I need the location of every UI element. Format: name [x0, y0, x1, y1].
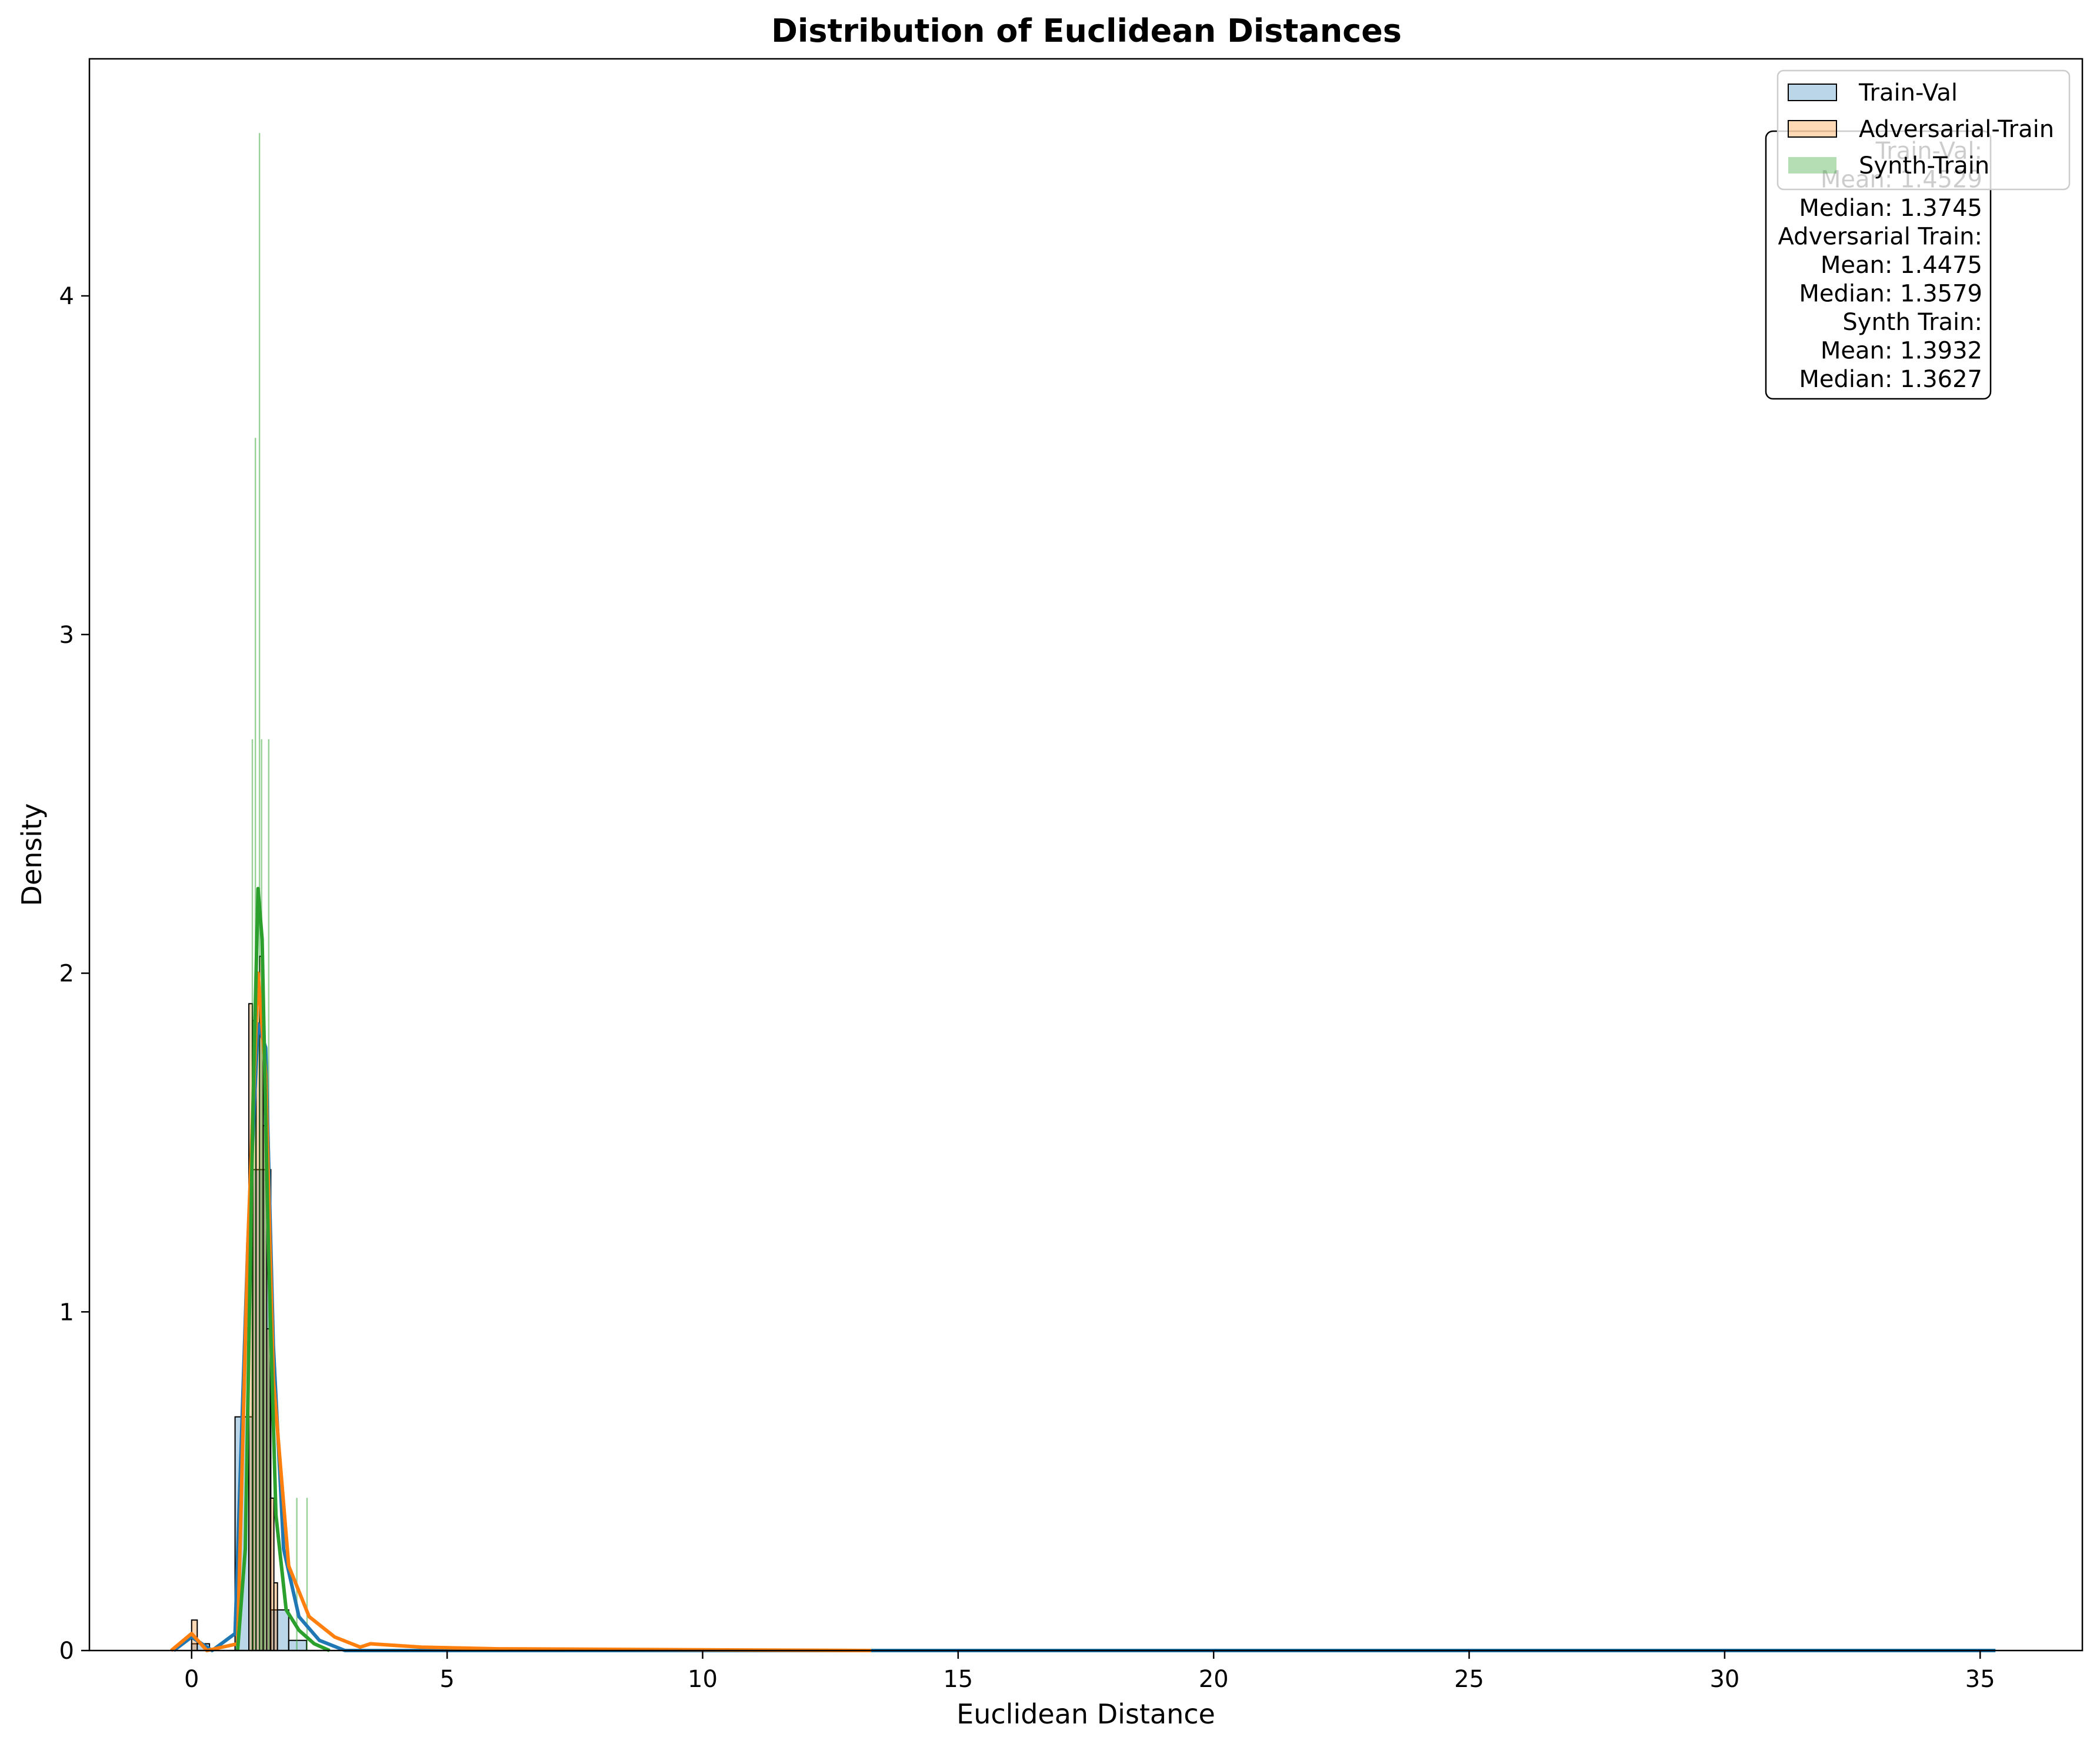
- legend-label: Train-Val: [1858, 79, 1958, 106]
- y-tick-label: 3: [59, 622, 74, 649]
- statistics-line: Adversarial Train:: [1778, 224, 1982, 251]
- kde-line-series-2: [170, 971, 872, 1652]
- y-tick-label: 0: [59, 1638, 74, 1665]
- legend-frame: [1776, 69, 2071, 191]
- histogram-bar: [261, 739, 262, 1651]
- statistics-lines: Train-Val:Mean: 1.4529Median: 1.3745Adve…: [1778, 138, 1982, 393]
- statistics-line: Median: 1.3745: [1799, 195, 1982, 222]
- y-axis-ticks: 0 1 2 3 4: [59, 283, 89, 1665]
- x-tick-label: 35: [1965, 1666, 1995, 1693]
- x-tick-label: 20: [1199, 1666, 1229, 1693]
- statistics-line: Median: 1.3579: [1799, 281, 1982, 308]
- statistics-line: Mean: 1.4475: [1821, 252, 1982, 279]
- plot-frame: [88, 58, 2084, 1652]
- x-axis-ticks: 0 5 10 15 20 25 30 35: [184, 1651, 1995, 1693]
- y-tick-label: 4: [59, 283, 74, 310]
- legend-label: Adversarial-Train: [1859, 116, 2054, 143]
- legend-swatch: [1788, 157, 1836, 174]
- x-tick-label: 30: [1709, 1666, 1739, 1693]
- y-tick-label: 2: [59, 961, 74, 988]
- statistics-line: Synth Train:: [1842, 309, 1982, 336]
- x-tick-label: 10: [688, 1666, 718, 1693]
- kde-line-series-3: [235, 886, 331, 1652]
- x-tick-label: 5: [439, 1666, 454, 1693]
- x-tick-label: 15: [943, 1666, 973, 1693]
- y-tick-label: 1: [59, 1299, 74, 1326]
- statistics-line: Mean: 1.3932: [1821, 338, 1982, 365]
- histogram-bar: [273, 1582, 278, 1652]
- y-axis-label: Density: [16, 804, 48, 906]
- legend-swatch: [1788, 120, 1837, 138]
- x-tick-label: 0: [184, 1666, 199, 1693]
- legend-items: Train-Val Adversarial-Train Synth-Train: [1788, 79, 2054, 179]
- statistics-box: Train-Val:Mean: 1.4529Median: 1.3745Adve…: [1765, 130, 1992, 400]
- x-axis-label: Euclidean Distance: [956, 1698, 1215, 1730]
- legend-label: Synth-Train: [1859, 152, 1989, 179]
- chart-title: Distribution of Euclidean Distances: [771, 12, 1402, 49]
- histogram-bar: [288, 1639, 308, 1651]
- legend-swatch: [1788, 84, 1837, 101]
- legend: Train-Val Adversarial-Train Synth-Train: [1776, 69, 2071, 191]
- statistics-line: Median: 1.3627: [1799, 366, 1982, 393]
- x-tick-label: 25: [1454, 1666, 1484, 1693]
